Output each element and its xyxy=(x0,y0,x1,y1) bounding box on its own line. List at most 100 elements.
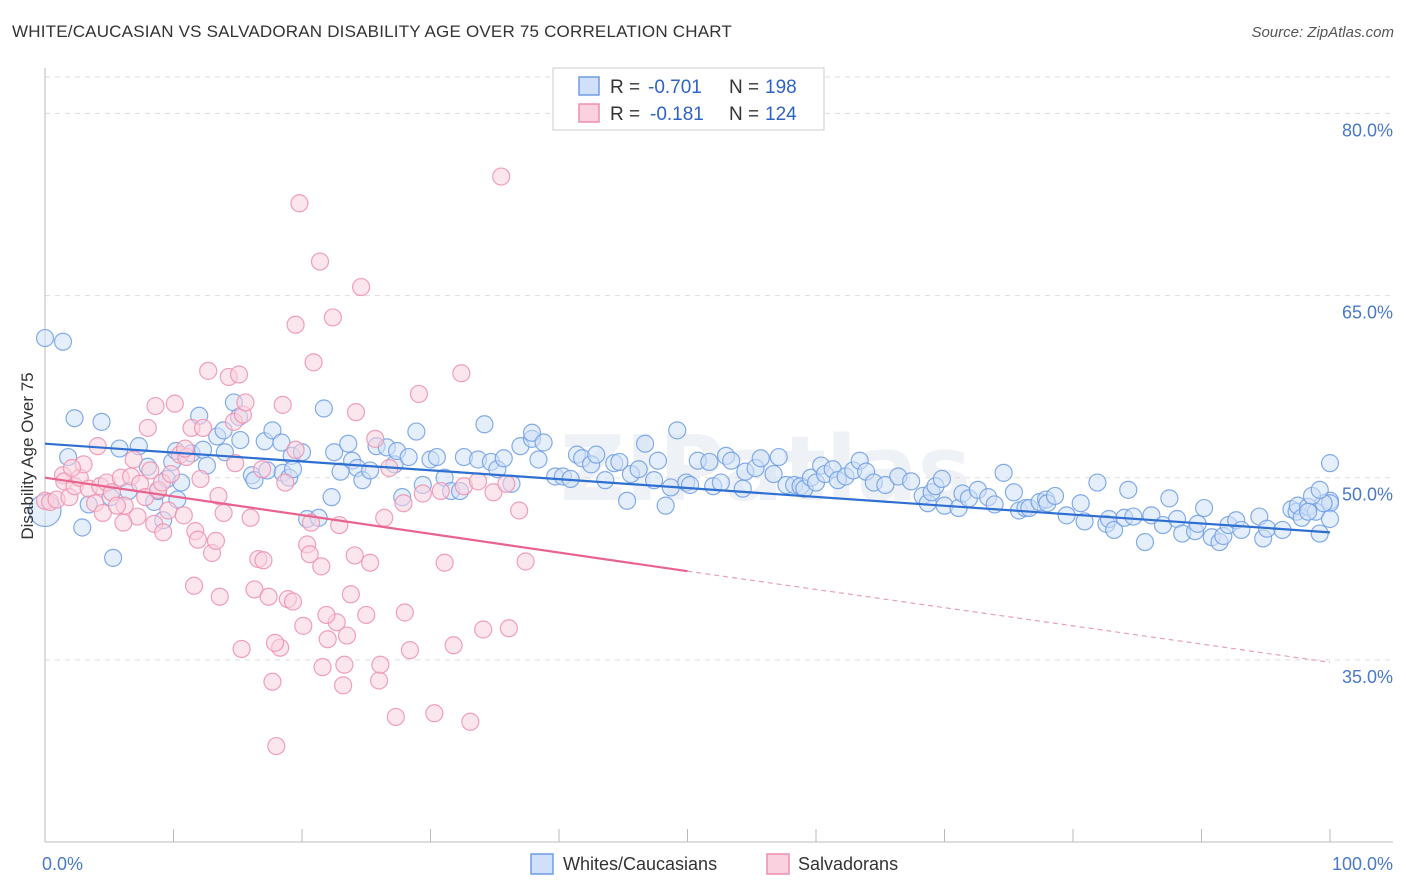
point-whites xyxy=(656,496,675,515)
point-salvadorans xyxy=(214,503,233,523)
point-whites xyxy=(629,460,648,479)
trend-lines xyxy=(44,442,1331,663)
point-whites xyxy=(1160,489,1179,508)
point-salvadorans xyxy=(276,473,295,492)
axes xyxy=(44,68,1393,843)
point-whites xyxy=(529,450,548,469)
point-salvadorans xyxy=(366,429,385,448)
legend-swatch-whites xyxy=(578,76,600,96)
point-salvadorans xyxy=(352,277,371,297)
point-salvadorans xyxy=(283,592,303,611)
point-salvadorans xyxy=(154,523,173,542)
trend-line-salvadorans-extrapolated xyxy=(687,570,1331,663)
x-tick-label: 0.0% xyxy=(42,854,83,874)
point-salvadorans xyxy=(334,676,353,695)
series-legend: Whites/Caucasians Salvadorans xyxy=(530,853,898,875)
point-salvadorans xyxy=(318,630,337,649)
point-whites xyxy=(751,449,770,468)
point-whites xyxy=(1119,480,1138,499)
point-salvadorans xyxy=(254,551,273,570)
point-whites xyxy=(648,451,668,470)
point-salvadorans xyxy=(452,364,471,383)
point-salvadorans xyxy=(371,655,390,674)
point-whites xyxy=(263,421,282,440)
point-whites xyxy=(272,433,291,452)
point-whites xyxy=(1310,524,1329,543)
point-salvadorans xyxy=(184,576,204,595)
point-salvadorans xyxy=(286,315,305,334)
point-salvadorans xyxy=(206,531,226,550)
point-whites xyxy=(53,332,73,351)
point-salvadorans xyxy=(516,552,535,571)
point-whites xyxy=(427,447,447,467)
y-tick-label: 35.0% xyxy=(1342,667,1393,687)
point-whites xyxy=(522,423,542,442)
bottom-legend-label-salvadorans: Salvadorans xyxy=(798,854,898,874)
point-salvadorans xyxy=(400,641,420,660)
point-salvadorans xyxy=(409,384,429,404)
point-whites xyxy=(1320,454,1340,473)
point-salvadorans xyxy=(313,658,332,677)
point-whites xyxy=(1124,507,1143,526)
point-salvadorans xyxy=(468,472,488,491)
point-whites xyxy=(1232,520,1251,540)
point-whites xyxy=(1105,520,1124,540)
point-salvadorans xyxy=(312,557,331,576)
point-salvadorans xyxy=(93,503,112,523)
point-salvadorans xyxy=(210,587,229,606)
point-whites xyxy=(314,399,333,418)
point-salvadorans xyxy=(273,395,292,414)
point-salvadorans xyxy=(259,587,278,606)
point-salvadorans xyxy=(245,580,264,599)
point-salvadorans xyxy=(209,486,228,506)
point-salvadorans xyxy=(346,403,366,422)
point-whites xyxy=(1135,532,1155,552)
point-salvadorans xyxy=(263,672,282,691)
point-salvadorans xyxy=(165,394,184,413)
point-salvadorans xyxy=(345,546,364,565)
point-whites xyxy=(733,479,752,498)
point-salvadorans xyxy=(337,626,357,645)
point-whites xyxy=(1194,498,1214,518)
point-salvadorans xyxy=(62,458,82,478)
legend-n-value-whites: 198 xyxy=(765,77,797,98)
point-salvadorans xyxy=(114,513,133,532)
point-whites xyxy=(711,473,731,492)
point-whites xyxy=(1075,512,1094,531)
point-salvadorans xyxy=(357,605,376,625)
y-tick-label: 50.0% xyxy=(1342,485,1393,505)
point-salvadorans xyxy=(335,655,354,674)
point-salvadorans xyxy=(474,620,493,639)
point-whites xyxy=(231,430,250,450)
point-salvadorans xyxy=(317,605,336,625)
point-whites xyxy=(73,518,92,537)
point-whites xyxy=(587,445,606,464)
point-whites xyxy=(700,452,719,472)
trend-line-whites xyxy=(44,442,1331,534)
point-salvadorans xyxy=(199,361,218,380)
trend-line-salvadorans xyxy=(44,476,688,573)
point-whites xyxy=(994,463,1013,482)
point-salvadorans xyxy=(323,308,342,327)
point-salvadorans xyxy=(413,484,432,503)
point-whites xyxy=(35,328,55,348)
point-salvadorans xyxy=(191,469,210,489)
point-whites xyxy=(104,548,123,567)
point-whites xyxy=(618,491,637,510)
point-salvadorans xyxy=(386,707,405,727)
point-whites xyxy=(1320,509,1340,529)
point-salvadorans xyxy=(265,633,285,652)
legend-r-label-whites: R = xyxy=(610,77,640,98)
point-whites xyxy=(399,447,418,467)
point-whites xyxy=(339,434,358,453)
point-whites xyxy=(901,472,921,491)
legend-r-label-salvadorans: R = xyxy=(610,104,640,125)
point-salvadorans xyxy=(146,396,165,416)
point-whites xyxy=(764,464,783,484)
point-salvadorans xyxy=(124,450,143,469)
point-whites xyxy=(769,447,788,467)
point-salvadorans xyxy=(232,639,251,659)
y-tick-label: 80.0% xyxy=(1342,120,1393,140)
point-salvadorans xyxy=(492,167,511,186)
